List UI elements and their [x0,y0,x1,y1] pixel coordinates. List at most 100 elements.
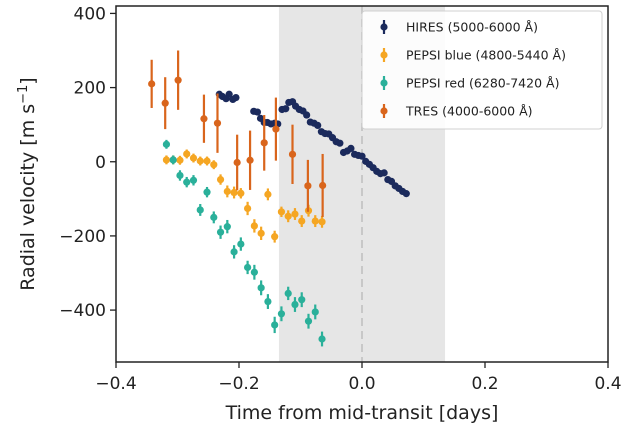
y-tick-label: 400 [74,4,106,24]
data-point [232,93,240,102]
legend-label: PEPSI red (6280-7420 Å) [406,76,559,91]
data-point [271,321,279,329]
data-point [244,204,252,213]
legend-marker [380,23,388,31]
data-point [230,188,238,197]
data-point [200,115,208,123]
data-point [358,152,366,160]
data-point [304,182,312,190]
data-point [319,181,327,190]
data-marks [148,50,410,347]
data-point [210,213,218,221]
data-point [237,240,245,248]
data-point [169,156,177,164]
data-point [237,189,245,197]
y-axis-title-tail: ] [17,77,39,84]
data-point [210,161,218,169]
data-point [282,105,290,113]
data-point [174,76,182,84]
data-point [402,190,410,198]
legend-label: HIRES (5000-6000 Å) [406,20,538,35]
data-point [271,233,279,241]
y-tick-label: 0 [95,153,106,173]
data-point [272,125,280,133]
data-point [380,169,388,177]
data-point [250,268,258,276]
x-tick-label: −0.4 [95,374,136,394]
data-point [203,157,211,165]
legend-entry: PEPSI red (6280-7420 Å) [380,76,559,91]
data-point [303,111,311,119]
data-point [225,90,233,98]
legend: HIRES (5000-6000 Å) PEPSI blue (4800-5440… [361,10,603,130]
data-point [176,156,184,164]
data-point [203,188,211,196]
legend-marker [380,51,388,59]
data-point [223,223,231,231]
legend-entry: TRES (4000-6000 Å) [380,104,533,119]
data-point [314,121,322,130]
data-point [176,171,184,180]
data-point [244,263,252,272]
data-point [183,178,191,186]
data-point [264,190,272,198]
data-point [298,217,306,225]
data-point [189,176,198,184]
legend-label: PEPSI blue (4800-5440 Å) [406,48,566,63]
data-point [347,144,355,152]
data-point [189,154,198,162]
data-point [257,229,265,237]
legend-entry: PEPSI blue (4800-5440 Å) [380,48,566,63]
y-tick-label: 200 [74,79,106,99]
data-point [291,300,299,309]
legend-marker [380,107,388,115]
data-point [311,217,319,225]
data-point [277,208,286,216]
y-axis-title: Radial velocity [m s−1] [16,77,40,290]
y-axis-title-main: Radial velocity [m s [17,104,39,291]
data-point [233,158,241,167]
data-point [260,139,268,147]
series-3 [148,50,327,218]
data-point [196,157,204,165]
data-point [257,284,265,292]
data-point [196,206,204,214]
data-point [230,248,238,256]
y-tick-label: −200 [59,227,106,247]
y-axis-title-sup: −1 [16,85,31,104]
x-tick-label: −0.2 [218,374,259,394]
data-point [264,297,272,306]
legend-entry: HIRES (5000-6000 Å) [380,20,538,35]
series-2 [162,139,326,347]
x-axis-title: Time from mid-transit [days] [225,402,499,424]
data-point [223,187,231,196]
data-point [318,218,326,226]
data-point [291,210,299,218]
data-point [288,150,297,158]
x-tick-label: 0.2 [471,374,498,394]
data-point [298,296,306,304]
data-point [161,99,169,107]
data-point [253,108,262,116]
data-point [284,212,292,220]
data-point [277,310,286,318]
data-point [183,150,191,158]
legend-label: TRES (4000-6000 Å) [405,104,533,119]
data-point [318,335,326,343]
data-point [148,80,156,88]
data-point [304,317,313,325]
legend-box [361,10,603,130]
data-point [216,175,225,184]
y-tick-label: −400 [59,301,106,321]
axis-ticks: −0.4 −0.2 0.0 0.2 0.4 −400 −200 0 200 400 [59,4,621,394]
data-point [213,119,222,127]
data-point [311,308,319,316]
data-point [336,139,344,147]
data-point [246,156,254,164]
legend-marker [380,79,388,87]
x-tick-label: 0.4 [594,374,621,394]
x-tick-label: 0.0 [348,374,375,394]
data-point [284,289,292,297]
data-point [162,140,171,148]
